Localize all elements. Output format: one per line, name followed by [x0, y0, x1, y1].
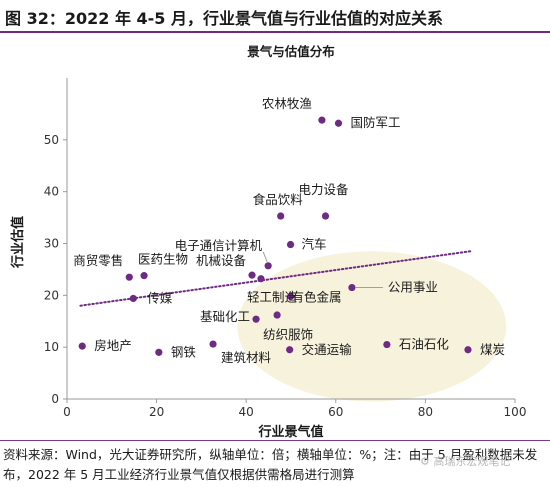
data-point-label: 建筑材料	[221, 350, 272, 365]
data-point-label: 商贸零售	[73, 253, 123, 268]
data-point-label: 石油石化	[399, 337, 450, 352]
data-point-label: 轻工制造	[247, 290, 298, 305]
data-point-label: 有色金属	[292, 289, 342, 304]
data-point-label: 医药生物	[138, 252, 188, 267]
data-point-label: 公用事业	[388, 280, 438, 295]
data-point	[264, 262, 272, 270]
data-point	[273, 311, 281, 319]
data-point	[209, 340, 217, 348]
trend-line	[79, 250, 472, 307]
scatter-chart: 0 20 40 60 80 100 0 10 20 30 40 50 农林牧渔国防军工电力设备食品饮料…	[10, 44, 527, 440]
y-tick-label: 10	[44, 340, 59, 354]
y-tick-label: 50	[44, 133, 59, 147]
data-point-label: 电力设备	[298, 182, 349, 197]
data-point-label: 农林牧渔	[262, 96, 312, 111]
data-point-label: 钢铁	[171, 344, 197, 359]
data-point-label: 汽车	[302, 237, 327, 252]
data-point	[286, 346, 294, 354]
y-tick-label: 30	[44, 237, 59, 251]
data-point-label: 食品饮料	[253, 192, 304, 207]
chart-title: 景气与估值分布	[247, 44, 335, 59]
data-point-label: 房地产	[94, 338, 132, 353]
x-tick-label: 0	[63, 405, 71, 419]
data-point	[318, 116, 326, 124]
y-tick-label: 20	[44, 288, 59, 302]
x-tick-label: 60	[328, 405, 343, 419]
data-point	[257, 275, 265, 283]
x-tick-label: 80	[418, 405, 433, 419]
data-point-label: 纺织服饰	[263, 327, 313, 342]
data-point	[277, 212, 285, 220]
y-axis-label: 行业估值	[10, 216, 26, 269]
data-point	[155, 348, 163, 356]
data-point	[125, 273, 133, 281]
figure-title: 图 32：2022 年 4-5 月，行业景气值与行业估值的对应关系	[5, 9, 443, 28]
source-note: 资料来源：Wind，光大证券研究所，纵轴单位：倍；横轴单位：%；注：由于 5 月…	[3, 447, 538, 482]
y-tick-label: 0	[51, 392, 59, 406]
data-point-label: 传媒	[147, 290, 173, 305]
data-point	[78, 342, 86, 350]
x-tick-label: 100	[504, 405, 527, 419]
data-point	[252, 315, 260, 323]
footer-divider	[0, 440, 550, 441]
watermark-text: ⚙ 高瑞东宏观笔记	[420, 455, 511, 468]
data-point	[321, 212, 330, 220]
x-tick-label: 40	[239, 405, 254, 419]
data-point	[464, 346, 472, 354]
highlight-ellipse	[237, 251, 507, 402]
data-point	[383, 340, 391, 349]
data-point-label: 交通运输	[302, 342, 353, 357]
data-point-label: 煤炭	[480, 342, 505, 357]
x-tick-label: 20	[149, 405, 164, 419]
x-axis-label: 行业景气值	[257, 424, 323, 440]
data-point	[140, 272, 148, 280]
leader-line	[262, 251, 268, 262]
data-point-label: 基础化工	[200, 309, 250, 324]
data-point-label: 国防军工	[350, 115, 400, 130]
title-divider	[0, 31, 550, 33]
y-tick-label: 40	[44, 185, 59, 199]
data-point	[129, 294, 137, 303]
data-point	[348, 283, 356, 292]
data-point	[286, 292, 295, 300]
data-point	[248, 271, 256, 279]
data-point-label: 机械设备	[196, 253, 247, 268]
data-point	[286, 240, 295, 249]
data-point	[334, 119, 343, 127]
data-point-label: 电子通信计算机	[175, 238, 263, 253]
